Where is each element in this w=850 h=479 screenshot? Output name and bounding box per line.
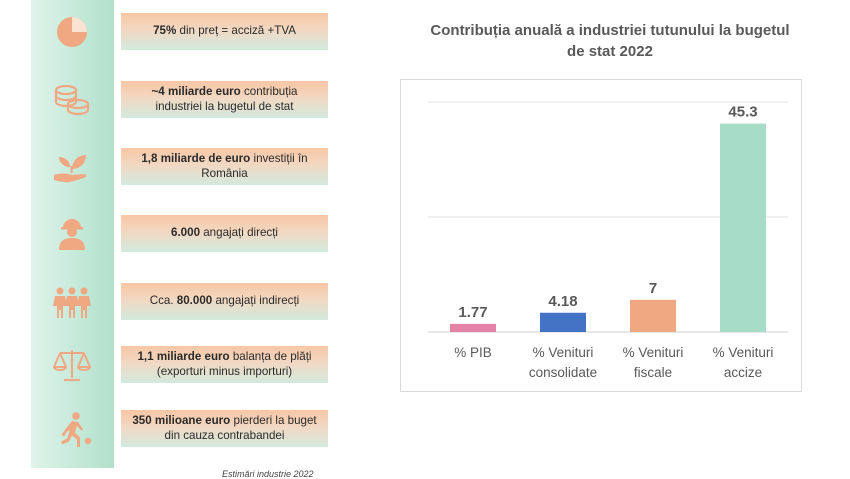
chart-title: Contribuția anuală a industriei tutunulu… [430, 22, 790, 60]
fact-text: Cca. 80.000 angajați indirecți [150, 294, 300, 308]
data-label: 1.77 [458, 304, 487, 321]
category-label: accize [724, 365, 762, 380]
fact-highlight: 80.000 [176, 294, 213, 308]
fact-detail: din preț = acciză +TVA [176, 24, 296, 38]
worker-icon [50, 216, 94, 252]
fact-box: 6.000 angajați direcți [121, 215, 328, 252]
fact-highlight: 6.000 [171, 226, 201, 240]
bar [720, 123, 766, 333]
fact-text: 6.000 angajați direcți [171, 226, 278, 240]
fact-detail: angajați direcți [200, 226, 278, 240]
pie-chart-icon [50, 14, 94, 50]
category-label: consolidate [529, 365, 597, 380]
chart-frame [400, 79, 802, 392]
fact-highlight: ~4 miliarde euro [151, 85, 241, 99]
fact-text: 1,1 miliarde euro balanța de plăți (expo… [127, 350, 322, 379]
fact-text: 1,8 miliarde de euro investiții în Român… [127, 152, 322, 181]
category-label: % Venituri [533, 345, 594, 360]
category-label: % Venituri [713, 345, 774, 360]
fact-text: ~4 miliarde euro contribuția industriei … [127, 85, 322, 114]
fact-box: 75% din preț = acciză +TVA [121, 13, 328, 50]
fact-box: 1,1 miliarde euro balanța de plăți (expo… [121, 346, 328, 383]
icon-sidebar [31, 0, 114, 468]
fact-box: 350 milioane euro pierderi la buget din … [121, 410, 328, 447]
data-label: 7 [649, 280, 657, 297]
runner-icon [50, 411, 94, 447]
fact-text: 350 milioane euro pierderi la buget din … [127, 414, 322, 443]
fact-prefix: Cca. [149, 294, 177, 308]
fact-box: ~4 miliarde euro contribuția industriei … [121, 81, 328, 118]
fact-box: 1,8 miliarde de euro investiții în Român… [121, 148, 328, 185]
fact-text: 75% din preț = acciză +TVA [153, 24, 296, 38]
balance-scale-icon [50, 347, 94, 383]
fact-box: Cca. 80.000 angajați indirecți [121, 283, 328, 320]
fact-detail: balanța de plăți (exporturi minus import… [156, 350, 312, 378]
fact-detail: investiții în România [201, 152, 308, 180]
category-label: % PIB [454, 345, 492, 360]
bar [540, 312, 586, 332]
bar [630, 299, 676, 332]
fact-highlight: 75% [153, 24, 177, 38]
coins-icon [50, 82, 94, 118]
category-label: % Venituri [623, 345, 684, 360]
bar [450, 323, 496, 332]
fact-detail: pierderi la buget din cauza contrabandei [164, 414, 317, 442]
plant-in-hand-icon [50, 149, 94, 185]
source-note: Estimări industrie 2022 [222, 469, 314, 479]
fact-highlight: 1,8 miliarde de euro [141, 152, 251, 166]
fact-highlight: 1,1 miliarde euro [137, 350, 230, 364]
category-label: fiscale [634, 365, 672, 380]
fact-detail: angajați indirecți [212, 294, 300, 308]
data-label: 4.18 [548, 293, 577, 310]
data-label: 45.3 [728, 104, 757, 121]
people-group-icon [50, 284, 94, 320]
fact-highlight: 350 milioane euro [132, 414, 231, 428]
fact-detail: contribuția industriei la bugetul de sta… [155, 85, 298, 113]
